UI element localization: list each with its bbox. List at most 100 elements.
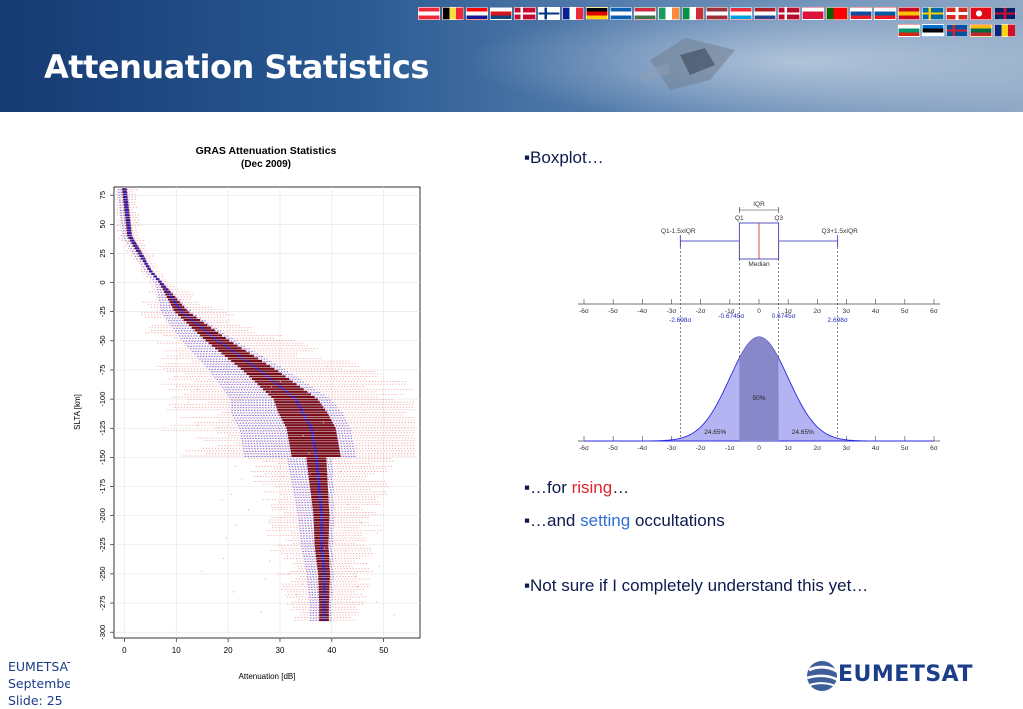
q1-sigma-label: -0.6745σ bbox=[718, 313, 744, 320]
outlier-point bbox=[264, 578, 267, 580]
upper-fence-label: Q3+1.5xIQR bbox=[822, 228, 859, 235]
outlier-point bbox=[201, 570, 203, 572]
romania-flag bbox=[994, 24, 1016, 37]
axis-ticks: 0 10 20 30 40 50 75 50 25 0 -25 -50 -75 -100 -125 -150 -… bbox=[98, 191, 389, 655]
outlier-point bbox=[230, 493, 233, 496]
sigma-tick-label: 1σ bbox=[784, 308, 792, 315]
outlier-point bbox=[347, 504, 349, 506]
rising-highlight: rising bbox=[571, 478, 613, 497]
outlier-point bbox=[270, 386, 272, 388]
outlier-point bbox=[239, 393, 242, 396]
sigma-tick-label: -2σ bbox=[696, 308, 706, 315]
outlier-point bbox=[364, 511, 366, 513]
outlier-point bbox=[310, 606, 312, 608]
sigma-tick-label: 3σ bbox=[843, 445, 851, 452]
member-state-flags bbox=[418, 7, 1018, 43]
outlier-point bbox=[344, 550, 346, 552]
outlier-point bbox=[259, 355, 261, 357]
q3-sigma-label: 0.6745σ bbox=[772, 313, 796, 320]
outlier-point bbox=[287, 573, 289, 575]
median-label: Median bbox=[748, 261, 770, 268]
footer-date: Septembe bbox=[8, 676, 70, 691]
poland-flag bbox=[802, 7, 824, 20]
outlier-point bbox=[282, 457, 284, 460]
y-tick-label: -125 bbox=[98, 421, 107, 436]
sigma-tick-label: 5σ bbox=[901, 308, 909, 315]
chart-subtitle: (Dec 2009) bbox=[241, 159, 291, 170]
czech-flag bbox=[490, 7, 512, 20]
norway-flag bbox=[778, 7, 800, 20]
outlier-point bbox=[347, 545, 349, 547]
estonia-flag bbox=[922, 24, 944, 37]
eumetsat-logo-text: EUMETSAT bbox=[838, 662, 973, 687]
latvia-flag bbox=[706, 7, 728, 20]
slide-title: Attenuation Statistics bbox=[44, 48, 429, 86]
y-tick-label: -175 bbox=[98, 479, 107, 494]
y-axis-label: SLTA [km] bbox=[73, 394, 82, 430]
y-tick-label: -50 bbox=[98, 335, 107, 346]
footer-slide-number: Slide: 25 bbox=[8, 693, 63, 708]
outlier-point bbox=[378, 565, 380, 567]
switzerland-flag bbox=[946, 7, 968, 20]
outlier-point bbox=[217, 427, 219, 429]
bullet-rising: ▪…for rising… bbox=[524, 478, 629, 498]
netherlands-flag bbox=[754, 7, 776, 20]
outlier-point bbox=[308, 452, 310, 455]
plot-frame bbox=[113, 186, 421, 639]
outlier-point bbox=[340, 470, 342, 472]
lower-fence-sigma-label: -2.698σ bbox=[669, 317, 691, 324]
outlier-point bbox=[241, 478, 243, 480]
sigma-tick-label: -2σ bbox=[696, 445, 706, 452]
sigma-tick-label: 4σ bbox=[872, 308, 880, 315]
outlier-point bbox=[347, 445, 349, 447]
outlier-point bbox=[222, 557, 225, 560]
y-tick-label: -100 bbox=[98, 392, 107, 407]
outlier-point bbox=[269, 560, 271, 562]
iqr-area bbox=[739, 337, 779, 441]
hungary-flag bbox=[634, 7, 656, 20]
outlier-point bbox=[184, 370, 186, 372]
outlier-point bbox=[356, 586, 358, 588]
bullet-boxplot: ▪Boxplot… bbox=[524, 148, 604, 167]
outlier-point bbox=[393, 614, 395, 616]
y-tick-label: -250 bbox=[98, 566, 107, 581]
outlier-point bbox=[376, 532, 379, 534]
x-tick-label: 40 bbox=[327, 646, 336, 655]
center-area-label: 50% bbox=[752, 395, 765, 402]
outlier-point bbox=[302, 434, 304, 437]
x-tick-label: 20 bbox=[224, 646, 233, 655]
ireland-flag bbox=[658, 7, 680, 20]
outlier-point bbox=[376, 601, 378, 603]
y-tick-label: -200 bbox=[98, 508, 107, 523]
bullet-not-sure: ▪Not sure if I completely understand thi… bbox=[524, 576, 869, 595]
finland-flag bbox=[538, 7, 560, 20]
sigma-tick-label: -4σ bbox=[637, 308, 647, 315]
outlier-point bbox=[282, 475, 285, 478]
chart-title: GRAS Attenuation Statistics bbox=[196, 145, 337, 157]
y-tick-label: -150 bbox=[98, 450, 107, 465]
scatter-points bbox=[116, 188, 415, 622]
outlier-point bbox=[211, 373, 214, 375]
sigma-tick-label: -6σ bbox=[579, 445, 589, 452]
footer-org: EUMETSAT bbox=[8, 659, 70, 674]
y-tick-label: -225 bbox=[98, 537, 107, 552]
outlier-point bbox=[309, 473, 311, 475]
outlier-point bbox=[362, 404, 364, 406]
sigma-tick-label: -1σ bbox=[725, 445, 735, 452]
belgium-flag bbox=[442, 7, 464, 20]
outlier-point bbox=[355, 575, 357, 578]
outlier-point bbox=[360, 522, 362, 524]
q1-label: Q1 bbox=[735, 215, 744, 222]
sigma-tick-label: -4σ bbox=[637, 445, 647, 452]
outlier-point bbox=[231, 398, 233, 401]
outlier-point bbox=[286, 555, 289, 557]
sweden-flag bbox=[922, 7, 944, 20]
slovakia-flag bbox=[850, 7, 872, 20]
chart-background bbox=[70, 135, 442, 691]
turkey-flag bbox=[970, 7, 992, 20]
sigma-tick-label: -1σ bbox=[725, 308, 735, 315]
y-tick-label: -75 bbox=[98, 365, 107, 376]
outlier-point bbox=[326, 365, 329, 367]
sigma-tick-label: -3σ bbox=[667, 308, 677, 315]
sigma-tick-label: 2σ bbox=[814, 445, 822, 452]
